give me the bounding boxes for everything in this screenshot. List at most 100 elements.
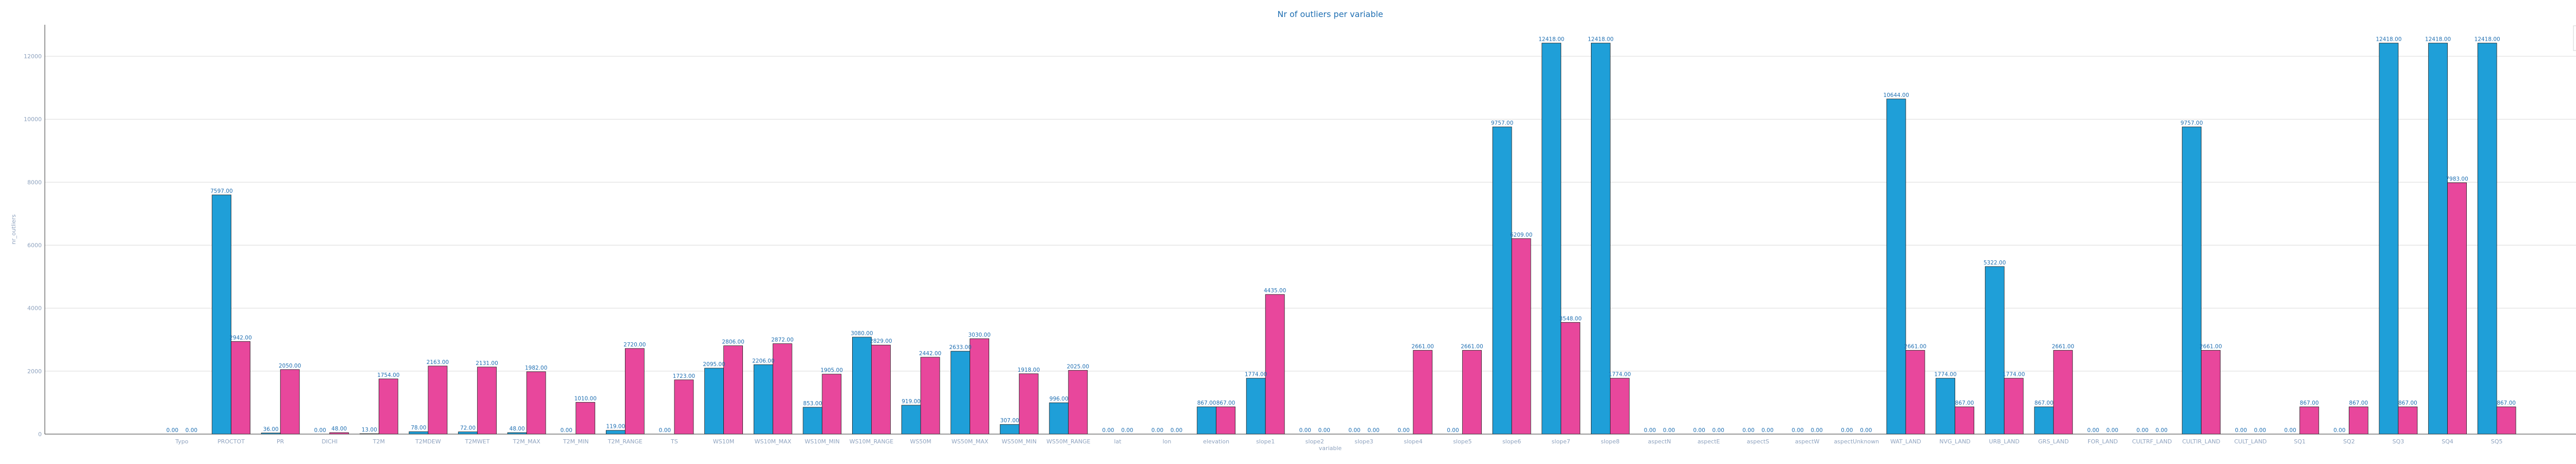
data-label-stdev: 2442.00 bbox=[919, 351, 941, 357]
x-tick-label: WS10M_RANGE bbox=[850, 438, 893, 445]
x-tick-label: slope4 bbox=[1404, 438, 1422, 445]
data-label-iqr: 7597.00 bbox=[210, 188, 232, 194]
bar-stdev bbox=[1216, 406, 1236, 435]
data-label-stdev: 0.00 bbox=[1761, 427, 1773, 434]
x-tick-label: WS50M bbox=[910, 438, 931, 445]
bar-stdev bbox=[575, 402, 596, 435]
bar-iqr bbox=[1049, 402, 1069, 435]
x-tick-label: WS10M bbox=[713, 438, 734, 445]
data-label-iqr: 867.00 bbox=[1197, 400, 1216, 406]
data-label-stdev: 867.00 bbox=[2497, 400, 2516, 406]
data-label-iqr: 867.00 bbox=[2035, 400, 2054, 406]
data-label-stdev: 2829.00 bbox=[870, 338, 892, 344]
data-label-stdev: 1723.00 bbox=[673, 373, 695, 379]
data-label-iqr: 13.00 bbox=[362, 427, 377, 433]
data-label-iqr: 12418.00 bbox=[1588, 37, 1614, 43]
bar-stdev bbox=[2348, 406, 2368, 435]
bar-stdev bbox=[280, 369, 300, 435]
bar-iqr bbox=[212, 194, 232, 435]
bar-iqr bbox=[1492, 126, 1512, 435]
x-tick-label: WS50M_MIN bbox=[1002, 438, 1037, 445]
bar-iqr bbox=[852, 337, 872, 435]
bar-iqr bbox=[1886, 98, 1906, 435]
bar-stdev bbox=[1561, 322, 1581, 435]
x-tick-label: aspectW bbox=[1795, 438, 1820, 445]
x-tick-label: WS10M_MAX bbox=[754, 438, 791, 445]
bar-stdev bbox=[1019, 373, 1039, 435]
x-tick-label: slope8 bbox=[1601, 438, 1619, 445]
bar-iqr bbox=[1590, 43, 1611, 435]
data-label-iqr: 0.00 bbox=[659, 427, 671, 434]
data-label-stdev: 3548.00 bbox=[1560, 316, 1582, 322]
x-tick-label: aspectE bbox=[1698, 438, 1720, 445]
data-label-iqr: 0.00 bbox=[2284, 427, 2296, 434]
data-label-stdev: 2661.00 bbox=[2199, 343, 2222, 350]
x-tick-label: aspectS bbox=[1747, 438, 1769, 445]
data-label-stdev: 867.00 bbox=[1955, 400, 1974, 406]
bar-iqr bbox=[2182, 126, 2202, 435]
data-label-iqr: 2206.00 bbox=[752, 358, 774, 364]
data-label-stdev: 2025.00 bbox=[1067, 363, 1089, 370]
bar-stdev bbox=[1511, 238, 1531, 435]
data-label-stdev: 0.00 bbox=[2254, 427, 2266, 434]
data-label-stdev: 2131.00 bbox=[476, 360, 498, 367]
bar-stdev bbox=[822, 374, 842, 435]
data-label-iqr: 0.00 bbox=[1841, 427, 1853, 434]
bar-stdev bbox=[723, 345, 743, 435]
x-tick-label: PR bbox=[277, 438, 284, 445]
data-label-iqr: 0.00 bbox=[1398, 427, 1410, 434]
bar-iqr bbox=[2477, 43, 2497, 435]
x-tick-label: aspectUnknown bbox=[1834, 438, 1879, 445]
data-label-stdev: 1982.00 bbox=[525, 365, 547, 371]
data-label-stdev: 7983.00 bbox=[2446, 176, 2468, 182]
data-label-stdev: 1010.00 bbox=[574, 395, 597, 402]
x-tick-label: slope7 bbox=[1552, 438, 1570, 445]
bar-iqr bbox=[753, 364, 773, 435]
bar-stdev bbox=[2398, 406, 2418, 435]
x-tick-label: WS10M_MIN bbox=[805, 438, 840, 445]
data-label-iqr: 0.00 bbox=[1447, 427, 1459, 434]
data-label-iqr: 0.00 bbox=[561, 427, 572, 434]
x-tick-label: SQ5 bbox=[2491, 438, 2503, 445]
bar-iqr bbox=[951, 351, 970, 435]
bar-stdev bbox=[1413, 350, 1433, 435]
x-tick-label: SQ2 bbox=[2343, 438, 2355, 445]
bar-stdev bbox=[1265, 294, 1285, 435]
x-tick-label: T2M_RANGE bbox=[607, 438, 642, 445]
legend-box bbox=[2573, 25, 2576, 51]
x-tick-labels: Typo PROCTOT PR DICHI T2M T2MDEW T2MWET T2M_MAX… bbox=[175, 438, 2502, 445]
x-tick-label: WAT_LAND bbox=[1890, 438, 1921, 445]
bar-stdev bbox=[871, 344, 891, 435]
bar-iqr bbox=[803, 407, 823, 435]
x-tick-label: FOR_LAND bbox=[2088, 438, 2118, 445]
x-tick-label: SQ3 bbox=[2393, 438, 2404, 445]
y-tick-label: 0 bbox=[38, 431, 42, 438]
data-label-stdev: 867.00 bbox=[2300, 400, 2319, 406]
x-tick-label: SQ1 bbox=[2294, 438, 2306, 445]
data-label-iqr: 0.00 bbox=[2333, 427, 2345, 434]
x-tick-label: GRS_LAND bbox=[2038, 438, 2069, 445]
bar-stdev bbox=[1462, 350, 1482, 435]
bar-stdev bbox=[2447, 183, 2467, 435]
data-label-stdev: 0.00 bbox=[1712, 427, 1724, 434]
data-label-stdev: 2661.00 bbox=[1904, 343, 1926, 350]
bar-stdev bbox=[526, 371, 546, 435]
x-tick-label: PROCTOT bbox=[217, 438, 245, 445]
data-label-iqr: 5322.00 bbox=[1984, 260, 2006, 266]
data-label-stdev: 0.00 bbox=[2106, 427, 2118, 434]
x-tick-label: lat bbox=[1114, 438, 1122, 445]
bar-stdev bbox=[2201, 350, 2221, 435]
data-label-stdev: 0.00 bbox=[1367, 427, 1379, 434]
data-label-iqr: 0.00 bbox=[1299, 427, 1311, 434]
x-tick-label: WS50M_MAX bbox=[952, 438, 989, 445]
x-tick-label: T2M bbox=[372, 438, 385, 445]
data-label-iqr: 307.00 bbox=[1000, 418, 1019, 424]
data-label-stdev: 1774.00 bbox=[1608, 372, 1631, 378]
data-label-iqr: 0.00 bbox=[1102, 427, 1114, 434]
bar-stdev bbox=[379, 378, 398, 435]
data-label-iqr: 3080.00 bbox=[851, 330, 873, 337]
data-label-stdev: 2661.00 bbox=[1412, 343, 1434, 350]
legend: iqrstdev bbox=[2573, 25, 2576, 51]
data-label-stdev: 1918.00 bbox=[1018, 367, 1040, 373]
bar-iqr bbox=[606, 430, 625, 435]
